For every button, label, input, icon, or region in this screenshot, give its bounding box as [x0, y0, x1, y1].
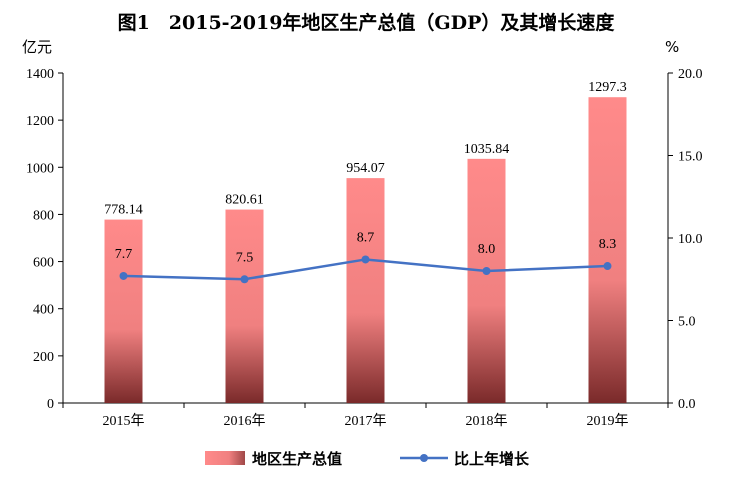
- y2-tick-label: 15.0: [678, 150, 703, 165]
- x-tick-label: 2016年: [224, 413, 266, 429]
- x-tick-label: 2018年: [466, 413, 508, 429]
- y2-tick-label: 0.0: [678, 397, 696, 412]
- gdp-bar-label: 820.61: [225, 193, 264, 208]
- gdp-bar: [104, 219, 143, 403]
- y2-tick-label: 20.0: [678, 67, 703, 82]
- legend-line-label: 比上年增长: [454, 450, 530, 468]
- data-labels: 778.14 820.61 954.07 1035.84 1297.3 7.7 7.5 8.7…: [104, 80, 627, 265]
- gdp-bar-label: 954.07: [346, 161, 385, 176]
- y-tick-label: 400: [33, 303, 54, 318]
- y-tick-label: 0: [47, 397, 54, 412]
- y2-tick-label: 10.0: [678, 232, 703, 247]
- y2-axis-unit: %: [665, 38, 679, 56]
- legend-bar-swatch: [205, 451, 245, 465]
- bar-series: [104, 97, 627, 403]
- y2-tick-label: 5.0: [678, 315, 696, 330]
- x-tick-label: 2017年: [345, 413, 387, 429]
- x-tick-label: 2015年: [103, 413, 145, 429]
- y-tick-label: 1000: [26, 161, 54, 176]
- y-tick-label: 200: [33, 350, 54, 365]
- gdp-bar: [225, 209, 264, 403]
- gdp-bar: [346, 178, 385, 403]
- growth-point: [240, 275, 249, 284]
- gdp-bar: [588, 97, 627, 403]
- growth-point: [119, 271, 128, 280]
- chart-title: 图1 2015-2019年地区生产总值（GDP）及其增长速度: [118, 11, 616, 34]
- growth-label: 8.7: [357, 230, 375, 245]
- y-tick-label: 600: [33, 256, 54, 271]
- gdp-bar-label: 778.14: [104, 203, 143, 218]
- y-tick-label: 1400: [26, 67, 54, 82]
- growth-label: 8.3: [599, 237, 617, 252]
- y-tick-label: 1200: [26, 114, 54, 129]
- growth-label: 7.7: [115, 247, 133, 262]
- x-tick-label: 2019年: [587, 413, 629, 429]
- legend-bar-label: 地区生产总值: [252, 450, 342, 468]
- growth-label: 8.0: [478, 242, 496, 257]
- gdp-bar-label: 1035.84: [464, 142, 510, 157]
- legend: 地区生产总值 比上年增长: [205, 450, 530, 468]
- legend-line-marker: [420, 454, 428, 462]
- axes: 0 200 400 600 800 1000 1200 1400 0.0 5.0 10.0 15.0 2…: [26, 67, 703, 429]
- line-series: [119, 255, 612, 284]
- y-tick-label: 800: [33, 208, 54, 223]
- growth-point: [482, 267, 491, 275]
- growth-label: 7.5: [236, 250, 254, 265]
- growth-point: [603, 262, 612, 271]
- gdp-bar: [467, 158, 506, 403]
- growth-point: [361, 255, 370, 264]
- y-axis-unit: 亿元: [22, 38, 52, 56]
- gdp-bar-label: 1297.3: [588, 80, 627, 95]
